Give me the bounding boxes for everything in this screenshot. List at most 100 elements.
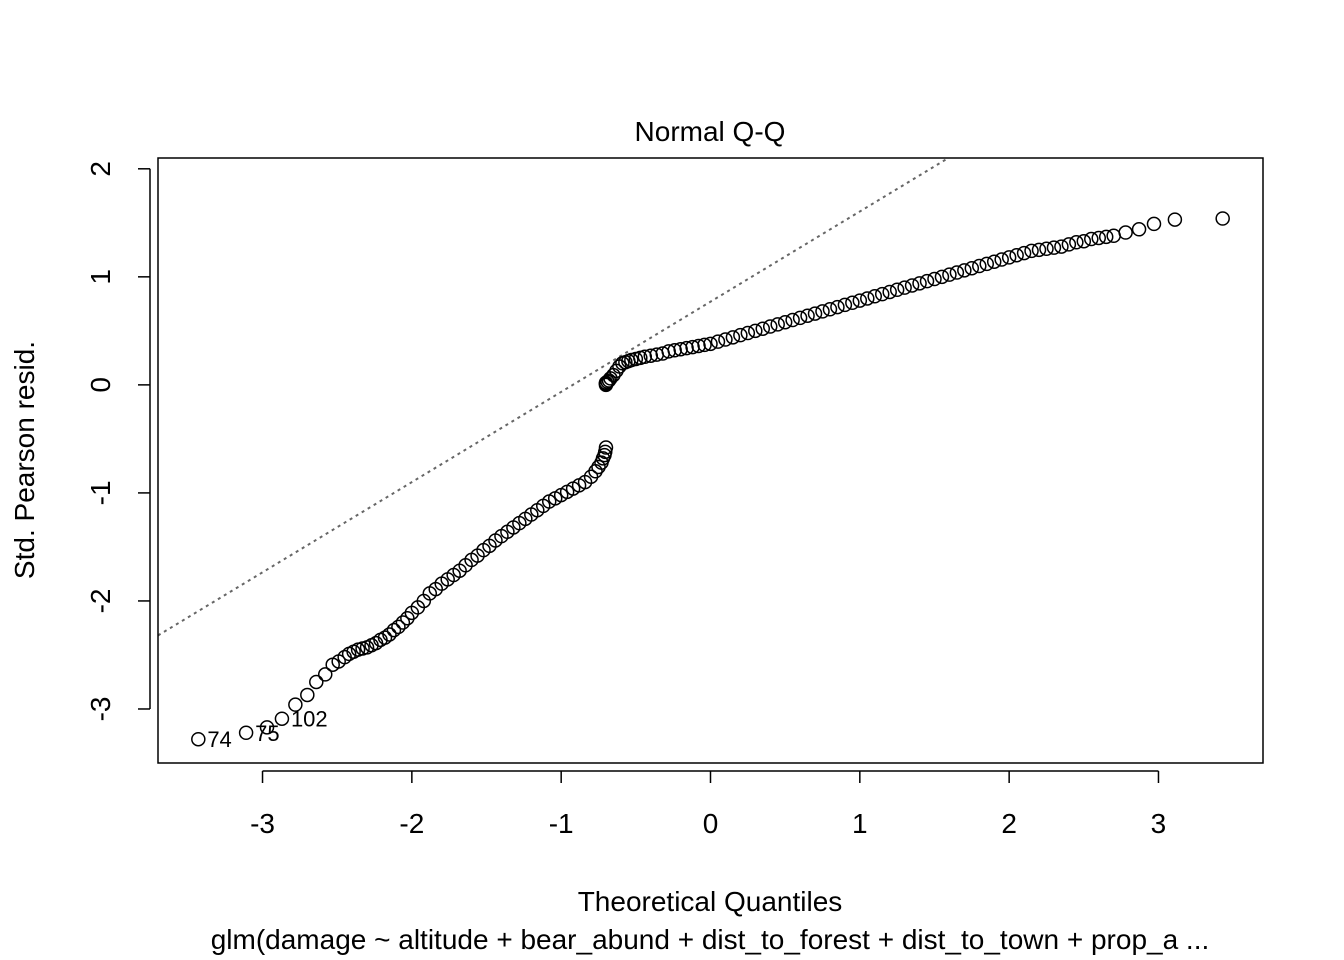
data-point [986, 254, 1002, 269]
point-label: 102 [291, 707, 328, 732]
data-point [1084, 231, 1099, 247]
y-tick-label: 0 [85, 377, 116, 393]
data-point [601, 373, 617, 388]
y-tick-label: -1 [85, 480, 116, 505]
x-tick-label: -2 [399, 808, 424, 839]
data-point [391, 619, 406, 635]
y-tick-label: -2 [85, 588, 116, 613]
data-point [927, 271, 942, 287]
data-point [748, 323, 763, 339]
data-point [1054, 239, 1069, 254]
data-point [598, 375, 614, 390]
data-point [238, 725, 254, 740]
data-point [740, 325, 756, 341]
x-tick-label: -3 [250, 808, 275, 839]
data-point [762, 319, 778, 334]
data-point [1039, 241, 1054, 256]
data-point [785, 312, 800, 328]
data-point [598, 440, 614, 455]
data-point [755, 321, 771, 336]
data-point [1146, 216, 1162, 232]
data-point [718, 332, 733, 347]
data-point [942, 267, 957, 282]
data-point [882, 284, 897, 300]
data-point [934, 269, 950, 285]
data-point [377, 630, 393, 645]
data-point [300, 687, 315, 703]
data-point [733, 327, 748, 343]
data-point [874, 286, 890, 302]
point-label: 74 [207, 727, 231, 752]
data-point [400, 610, 415, 626]
data-point [583, 469, 599, 484]
data-point [1106, 228, 1121, 244]
data-point [852, 293, 868, 308]
data-point [964, 260, 980, 276]
data-point [395, 615, 411, 630]
data-point [1001, 250, 1017, 265]
x-tick-label: 3 [1151, 808, 1167, 839]
data-point [912, 276, 927, 291]
data-point [979, 256, 994, 272]
point-label: 75 [255, 721, 279, 746]
model-formula-subtitle: glm(damage ~ altitude + bear_abund + dis… [211, 924, 1210, 955]
data-point [1024, 243, 1039, 259]
data-point [1118, 225, 1133, 240]
data-point [274, 711, 290, 726]
x-tick-label: 0 [703, 808, 719, 839]
y-tick-label: -3 [85, 697, 116, 722]
data-point [1076, 233, 1092, 249]
data-point [710, 334, 726, 349]
x-tick-label: -1 [549, 808, 574, 839]
data-point [386, 622, 402, 638]
data-point [1167, 212, 1183, 227]
data-point [382, 627, 397, 642]
data-point [317, 667, 333, 682]
data-point [1091, 230, 1106, 246]
data-point [591, 459, 606, 475]
y-tick-label: 2 [85, 161, 116, 177]
data-point [191, 731, 206, 747]
data-point [845, 295, 860, 311]
data-point [309, 674, 324, 690]
x-axis-label: Theoretical Quantiles [578, 886, 843, 917]
data-point [777, 314, 793, 330]
data-point [1016, 245, 1032, 261]
x-tick-label: 1 [852, 808, 868, 839]
data-point [957, 263, 972, 278]
data-point [288, 697, 303, 712]
data-point [770, 317, 785, 332]
data-point [830, 299, 845, 315]
data-point [994, 252, 1009, 267]
data-point [860, 291, 875, 306]
chart-title: Normal Q-Q [635, 116, 786, 147]
data-point [867, 289, 883, 304]
data-point [837, 297, 853, 313]
y-axis-label: Std. Pearson resid. [9, 341, 40, 579]
data-point [800, 308, 815, 323]
data-point [1061, 237, 1077, 252]
data-point [703, 336, 718, 352]
data-point [1069, 235, 1084, 250]
plot-frame [157, 157, 1264, 764]
data-point [815, 304, 830, 319]
y-tick-label: 1 [85, 269, 116, 285]
data-point [889, 282, 905, 298]
data-point [822, 302, 838, 317]
data-point [1131, 222, 1147, 237]
data-point [1046, 240, 1062, 255]
data-point [792, 310, 808, 326]
data-point [1215, 211, 1230, 226]
data-point [1009, 247, 1024, 263]
reference-line [158, 158, 951, 637]
data-point [949, 265, 965, 280]
data-point [919, 273, 935, 289]
data-point [807, 306, 823, 321]
data-point [1031, 242, 1047, 258]
data-point [725, 330, 741, 345]
data-point [259, 720, 275, 735]
data-point [1098, 229, 1114, 245]
data-point [972, 258, 987, 274]
data-point [904, 278, 920, 293]
